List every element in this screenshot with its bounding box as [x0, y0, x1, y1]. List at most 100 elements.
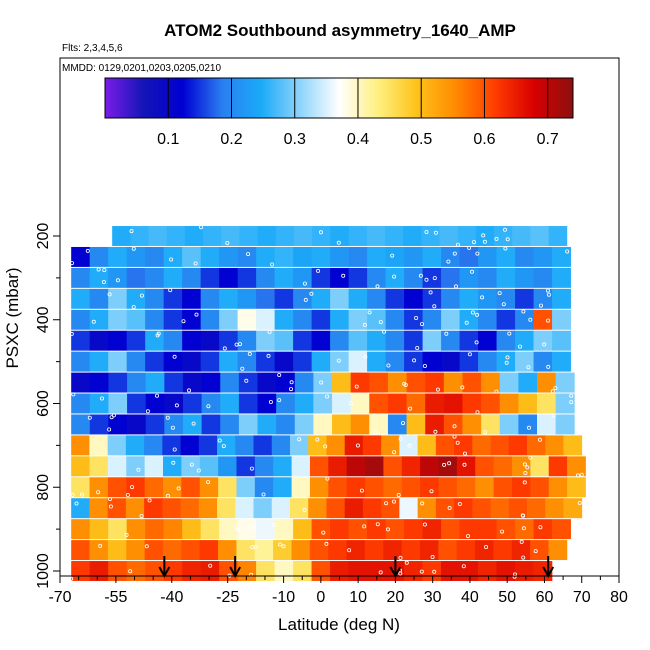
heatmap-cell	[89, 519, 109, 540]
heatmap-cell	[274, 330, 294, 351]
sample-point	[470, 310, 475, 315]
sample-point	[359, 488, 364, 493]
heatmap-cell	[490, 435, 510, 456]
heatmap-cell	[257, 226, 277, 246]
sample-point	[546, 288, 551, 293]
sample-point	[267, 329, 272, 334]
y-tick-label: 800	[35, 474, 52, 501]
heatmap-cell	[348, 330, 368, 351]
heatmap-cell	[199, 456, 219, 477]
sample-point	[234, 342, 239, 347]
heatmap-cell	[422, 288, 442, 309]
heatmap-cell	[311, 267, 331, 288]
heatmap-cell	[462, 414, 482, 435]
heatmap-cell	[89, 414, 109, 435]
heatmap-cell	[326, 435, 346, 456]
sample-point	[404, 560, 409, 565]
heatmap-cell	[294, 372, 314, 393]
sample-point	[244, 378, 249, 383]
heatmap-cell	[422, 246, 442, 267]
sample-point	[480, 295, 485, 300]
sample-point	[505, 355, 510, 360]
heatmap-cell	[443, 393, 463, 414]
heatmap-cell	[496, 519, 516, 540]
heatmap-cell	[126, 288, 146, 309]
heatmap-cell	[403, 226, 422, 246]
heatmap-cell	[293, 519, 313, 540]
sample-point	[521, 309, 526, 314]
heatmap-cell	[163, 330, 183, 351]
sample-point	[348, 401, 353, 406]
y-tick-label: 600	[35, 390, 52, 417]
heatmap-cell	[145, 414, 165, 435]
heatmap-cell	[332, 414, 352, 435]
heatmap-cell	[530, 226, 550, 246]
heatmap-cell	[454, 498, 473, 519]
heatmap-cell	[145, 309, 165, 330]
sample-point	[539, 303, 544, 308]
sample-point	[303, 297, 308, 302]
heatmap-cell	[71, 540, 90, 561]
heatmap-cell	[256, 330, 276, 351]
heatmap-cell	[274, 267, 294, 288]
heatmap-cell	[144, 498, 163, 519]
heatmap-cell	[256, 246, 276, 267]
sample-point	[528, 455, 533, 460]
sample-point	[446, 259, 451, 264]
sample-point	[538, 437, 543, 442]
heatmap-cell	[89, 540, 109, 561]
heatmap-cell	[367, 246, 386, 267]
sample-point	[174, 403, 179, 408]
sample-point	[420, 501, 425, 506]
sample-point	[156, 331, 161, 336]
heatmap-cell	[163, 246, 183, 267]
sample-point	[433, 230, 438, 235]
sample-point	[452, 424, 457, 429]
sample-point	[512, 574, 517, 579]
sample-point	[69, 576, 74, 581]
heatmap-cell	[441, 519, 460, 540]
sample-point	[442, 462, 447, 467]
heatmap-cell	[218, 540, 237, 561]
sample-point	[186, 388, 191, 393]
heatmap-cell	[552, 246, 571, 267]
sample-point	[172, 354, 177, 359]
heatmap-cell	[126, 477, 146, 498]
heatmap-cell	[219, 330, 239, 351]
heatmap-cell	[107, 456, 127, 477]
heatmap-cell	[273, 456, 292, 477]
sample-point	[74, 501, 79, 506]
heatmap-cell	[385, 246, 405, 267]
sample-point	[324, 541, 329, 546]
heatmap-cell	[422, 330, 442, 351]
sample-point	[455, 242, 460, 247]
heatmap-cell	[555, 372, 575, 393]
heatmap-cell	[220, 414, 240, 435]
heatmap-cell	[112, 226, 131, 246]
heatmap-cell	[481, 372, 501, 393]
flights-label: Flts: 2,3,4,5,6	[62, 43, 123, 54]
heatmap-cell	[462, 372, 482, 393]
heatmap-cell	[203, 226, 222, 246]
heatmap-cell	[254, 540, 274, 561]
heatmap-cell	[182, 351, 202, 372]
heatmap-cell	[515, 519, 534, 540]
heatmap-cell	[512, 226, 531, 246]
sample-point	[217, 438, 222, 443]
heatmap-cell	[515, 330, 534, 351]
heatmap-cell	[518, 393, 538, 414]
sample-point	[277, 372, 282, 377]
sample-point	[382, 329, 387, 334]
heatmap-cell	[71, 288, 91, 309]
heatmap-cell	[181, 540, 201, 561]
heatmap-cell	[108, 561, 128, 581]
sample-point	[447, 461, 452, 466]
colorbar	[104, 77, 574, 119]
heatmap-cell	[459, 309, 479, 330]
sample-point	[494, 389, 499, 394]
heatmap-cell	[515, 246, 534, 267]
sample-point	[422, 363, 427, 368]
heatmap-cell	[311, 246, 331, 267]
sample-point	[281, 544, 286, 549]
heatmap-cell	[107, 498, 127, 519]
